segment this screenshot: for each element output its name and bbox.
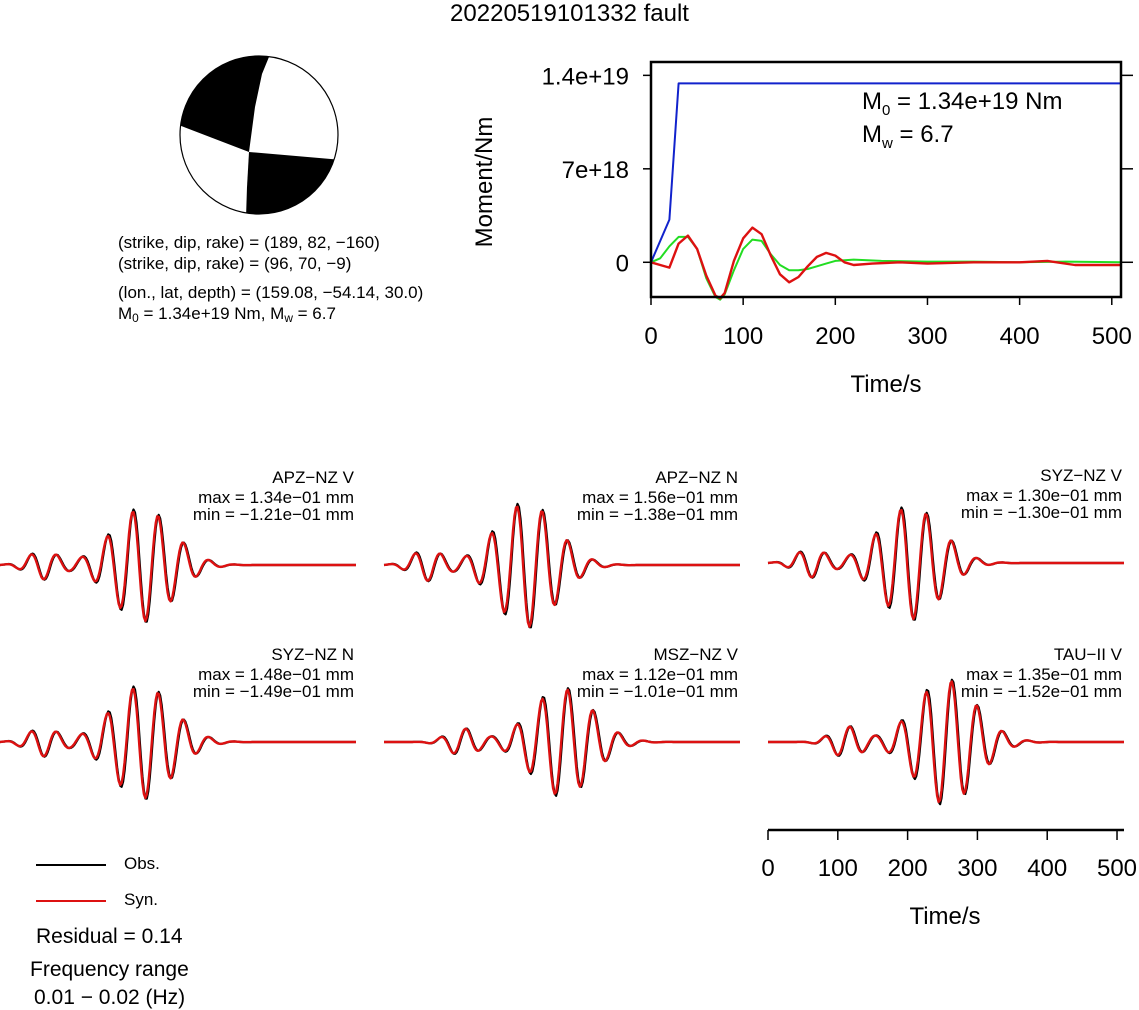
waveform-xtick-label: 400 <box>1027 855 1067 882</box>
waveform-max-label: max = 1.30e−01 mm <box>966 486 1122 505</box>
waveform-max-label: max = 1.35e−01 mm <box>966 665 1122 684</box>
waveform-synthetic-trace <box>384 688 740 795</box>
series-synthetic-line <box>650 226 1121 300</box>
waveform-min-label: min = −1.49e−01 mm <box>193 682 354 701</box>
source-parameters: (strike, dip, rake) = (189, 82, −160) (s… <box>118 232 423 324</box>
waveform-xtick-label: 200 <box>888 855 928 882</box>
frequency-title: Frequency range <box>30 958 189 981</box>
waveform-station-label: MSZ−NZ V <box>653 645 738 664</box>
waveform-min-label: min = −1.38e−01 mm <box>577 505 738 524</box>
waveform-synthetic-trace <box>0 687 356 800</box>
moment-magnitude-line: M0 = 1.34e+19 Nm, Mw = 6.7 <box>118 304 336 325</box>
moment-xtick-label: 500 <box>1092 323 1132 350</box>
legend-observed-line <box>36 864 106 866</box>
waveform-max-label: max = 1.48e−01 mm <box>198 665 354 684</box>
waveform-min-label: min = −1.30e−01 mm <box>961 503 1122 522</box>
waveform-xtick-label: 300 <box>957 855 997 882</box>
waveform-station-label: SYZ−NZ V <box>1040 466 1122 485</box>
moment-xlabel: Time/s <box>850 371 921 398</box>
moment-ytick-label: 7e+18 <box>562 157 629 184</box>
waveform-station-label: TAU−II V <box>1054 645 1123 664</box>
moment-xtick-label: 100 <box>723 323 763 350</box>
moment-ytick-label: 0 <box>616 250 629 277</box>
series-moment-line <box>650 82 1121 263</box>
moment-chart-frame <box>649 60 1123 299</box>
waveform-station-label: APZ−NZ V <box>272 468 354 487</box>
hypocenter-location: (lon., lat, depth) = (159.08, −54.14, 30… <box>118 283 424 302</box>
residual-value: Residual = 0.14 <box>36 925 183 948</box>
beachball-icon <box>179 55 339 215</box>
legend-synthetic: Syn. <box>36 888 236 914</box>
m0-annotation: M0 = 1.34e+19 Nm <box>862 88 1062 119</box>
legend-observed: Obs. <box>36 852 236 878</box>
mw-annotation: Mw = 6.7 <box>862 121 954 152</box>
legend-observed-label: Obs. <box>124 854 160 873</box>
frequency-range: 0.01 − 0.02 (Hz) <box>34 986 186 1009</box>
waveform-min-label: min = −1.52e−01 mm <box>961 682 1122 701</box>
moment-ytick-label: 1.4e+19 <box>542 63 629 90</box>
series-moment-rate-line <box>650 235 1122 301</box>
moment-xtick-label: 400 <box>1000 323 1040 350</box>
waveform-xtick-label: 0 <box>761 855 774 882</box>
page-title: 20220519101332 fault <box>450 0 689 27</box>
waveform-synthetic-trace <box>383 505 740 628</box>
waveform-max-label: max = 1.12e−01 mm <box>582 665 738 684</box>
nodal-plane-2: (strike, dip, rake) = (96, 70, −9) <box>118 254 352 273</box>
nodal-plane-1: (strike, dip, rake) = (189, 82, −160) <box>118 233 380 252</box>
waveform-station-label: APZ−NZ N <box>655 468 738 487</box>
legend-synthetic-label: Syn. <box>124 890 159 909</box>
moment-xtick-label: 300 <box>907 323 947 350</box>
waveform-synthetic-trace <box>0 510 356 623</box>
waveform-xtick-label: 100 <box>818 855 858 882</box>
waveform-synthetic-trace <box>768 680 1124 804</box>
legend-synthetic-line <box>36 900 106 902</box>
waveform-xtick-label: 500 <box>1097 855 1137 882</box>
moment-xtick-label: 0 <box>644 323 657 350</box>
moment-xtick-label: 200 <box>815 323 855 350</box>
waveform-min-label: min = −1.01e−01 mm <box>577 682 738 701</box>
waveform-max-label: max = 1.56e−01 mm <box>582 488 738 507</box>
waveform-min-label: min = −1.21e−01 mm <box>193 505 354 524</box>
moment-ylabel: Moment/Nm <box>471 117 498 248</box>
waveform-synthetic-trace <box>767 508 1124 621</box>
waveform-station-label: SYZ−NZ N <box>271 645 354 664</box>
waveform-xlabel: Time/s <box>909 903 980 930</box>
waveform-max-label: max = 1.34e−01 mm <box>198 488 354 507</box>
